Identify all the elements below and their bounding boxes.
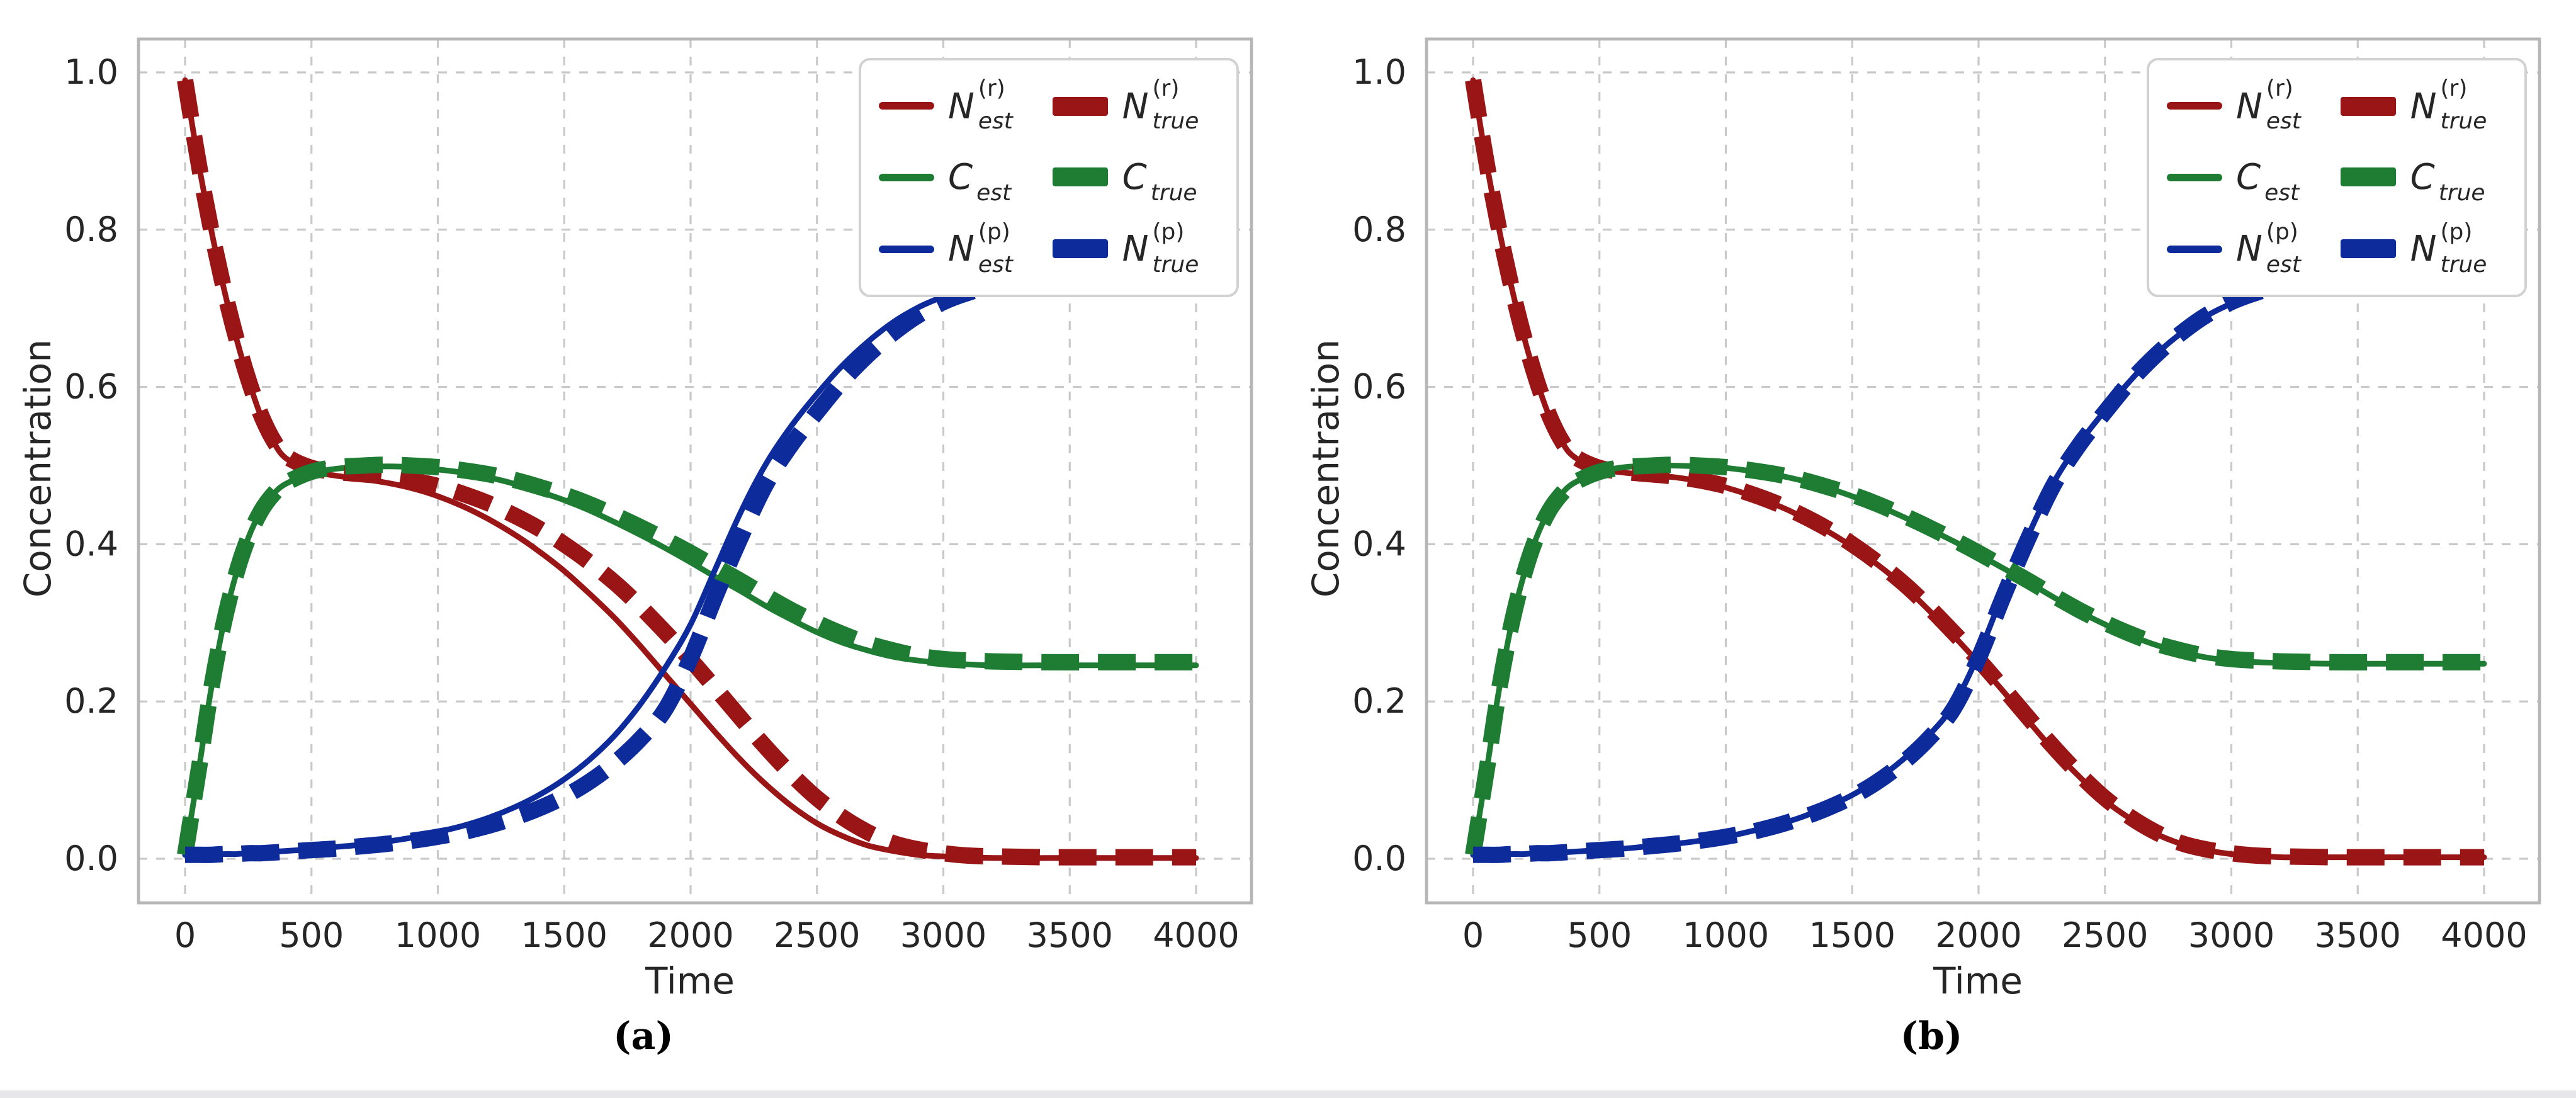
x-axis-label: Time — [1933, 959, 2023, 1002]
subplot-caption: (b) — [1900, 1015, 1963, 1059]
x-tick-label: 1500 — [521, 915, 607, 955]
legend-swatch-green-solid-icon — [879, 173, 934, 181]
legend-label: N (p) est — [2236, 218, 2301, 278]
series-true-red-line — [177, 79, 1196, 866]
x-tick-label: 1000 — [1683, 915, 1769, 955]
y-tick-label: 0.4 — [64, 524, 118, 563]
y-tick-label: 0.6 — [1352, 367, 1406, 407]
axes-b: 0 500 1000 1500 2000 2500 3000 3500 4000 0.0 0.2 0.… — [1352, 37, 2541, 955]
legend-item: N (p) true — [2341, 213, 2507, 285]
x-tick-label: 500 — [1567, 915, 1632, 955]
legend-item: N (r) true — [1053, 71, 1219, 142]
x-tick-label: 0 — [174, 915, 196, 955]
legend-label: C true — [1122, 156, 1197, 207]
legend-swatch-green-solid-icon — [2167, 173, 2222, 181]
y-tick-label: 0.4 — [1352, 524, 1406, 563]
y-tick-label: 0.8 — [64, 210, 118, 249]
y-tick-label: 0.8 — [1352, 210, 1406, 249]
legend-item: N (p) true — [1053, 213, 1219, 285]
axes-a: 0 500 1000 1500 2000 2500 3000 3500 4000 0.0 0.2 0.… — [64, 37, 1253, 955]
series-true-blue-line — [184, 263, 1197, 863]
legend-label: N (p) true — [1122, 218, 1199, 278]
x-tick-label: 2500 — [774, 915, 860, 955]
x-tick-label: 2000 — [647, 915, 733, 955]
legend-swatch-red-dashed-icon — [2341, 96, 2397, 116]
y-axis-label: Concentration — [1304, 339, 1347, 598]
y-axis-label: Concentration — [16, 339, 59, 598]
legend-item: N (r) true — [2341, 71, 2507, 142]
axes-spines — [137, 37, 1253, 905]
series-estimate-green-line — [1470, 462, 2487, 858]
x-tick-label: 4000 — [2441, 915, 2527, 955]
legend-swatch-blue-dashed-icon — [2341, 239, 2397, 259]
legend-item: C est — [2167, 142, 2321, 213]
legend-item: N (r) est — [879, 71, 1033, 142]
subplot-caption: (a) — [613, 1015, 674, 1059]
series-true-red-line — [1465, 79, 2484, 866]
legend-swatch-blue-solid-icon — [879, 245, 934, 253]
y-tick-label: 1.0 — [1352, 52, 1406, 92]
legend-item: C true — [2341, 142, 2507, 213]
series-true-blue-line — [1472, 263, 2485, 863]
legend: N (r) est C est N (p) est N (r) true C true — [859, 58, 1239, 297]
legend-label: N (r) est — [2236, 76, 2301, 135]
legend-swatch-blue-dashed-icon — [1053, 239, 1109, 259]
legend-item: C est — [879, 142, 1033, 213]
legend-item: C true — [1053, 142, 1219, 213]
x-tick-label: 3000 — [2188, 915, 2274, 955]
y-tick-label: 0.2 — [64, 681, 118, 721]
legend-swatch-red-solid-icon — [2167, 102, 2222, 110]
axes-spines — [1425, 37, 2541, 905]
legend-swatch-red-dashed-icon — [1053, 96, 1109, 116]
legend-swatch-green-dashed-icon — [2341, 167, 2397, 187]
y-tick-label: 0.6 — [64, 367, 118, 407]
y-tick-label: 0.0 — [64, 839, 118, 878]
legend-item: N (p) est — [879, 213, 1033, 285]
x-tick-label: 2500 — [2062, 915, 2148, 955]
legend-label: C true — [2410, 156, 2485, 207]
legend-label: C est — [2236, 156, 2300, 207]
legend-label: N (p) est — [948, 218, 1013, 278]
legend-label: N (r) est — [948, 76, 1013, 135]
x-tick-label: 3500 — [2315, 915, 2401, 955]
legend-label: C est — [948, 156, 1012, 207]
legend-swatch-blue-solid-icon — [2167, 245, 2222, 253]
x-tick-label: 1000 — [395, 915, 481, 955]
legend-swatch-red-solid-icon — [879, 102, 934, 110]
x-tick-label: 2000 — [1935, 915, 2021, 955]
y-tick-label: 0.0 — [1352, 839, 1406, 878]
x-tick-label: 3500 — [1027, 915, 1113, 955]
legend-swatch-green-dashed-icon — [1053, 167, 1109, 187]
x-tick-label: 1500 — [1809, 915, 1895, 955]
legend: N (r) est C est N (p) est N (r) true C true — [2147, 58, 2527, 297]
subplot-b: 0 500 1000 1500 2000 2500 3000 3500 4000 0.0 0.2 0.… — [1288, 0, 2576, 1098]
legend-item: N (p) est — [2167, 213, 2321, 285]
x-tick-label: 4000 — [1153, 915, 1239, 955]
legend-label: N (r) true — [1122, 76, 1199, 135]
legend-label: N (p) true — [2410, 218, 2487, 278]
x-tick-label: 500 — [279, 915, 344, 955]
subplot-a: 0 500 1000 1500 2000 2500 3000 3500 4000 0.0 0.2 0.… — [16, 37, 1253, 1059]
x-tick-label: 0 — [1462, 915, 1484, 955]
page-bottom-strip — [0, 1090, 2576, 1098]
legend-label: N (r) true — [2410, 76, 2487, 135]
legend-item: N (r) est — [2167, 71, 2321, 142]
x-tick-label: 3000 — [900, 915, 986, 955]
y-tick-label: 0.2 — [1352, 681, 1406, 721]
x-axis-label: Time — [645, 959, 735, 1002]
y-tick-label: 1.0 — [64, 52, 118, 92]
